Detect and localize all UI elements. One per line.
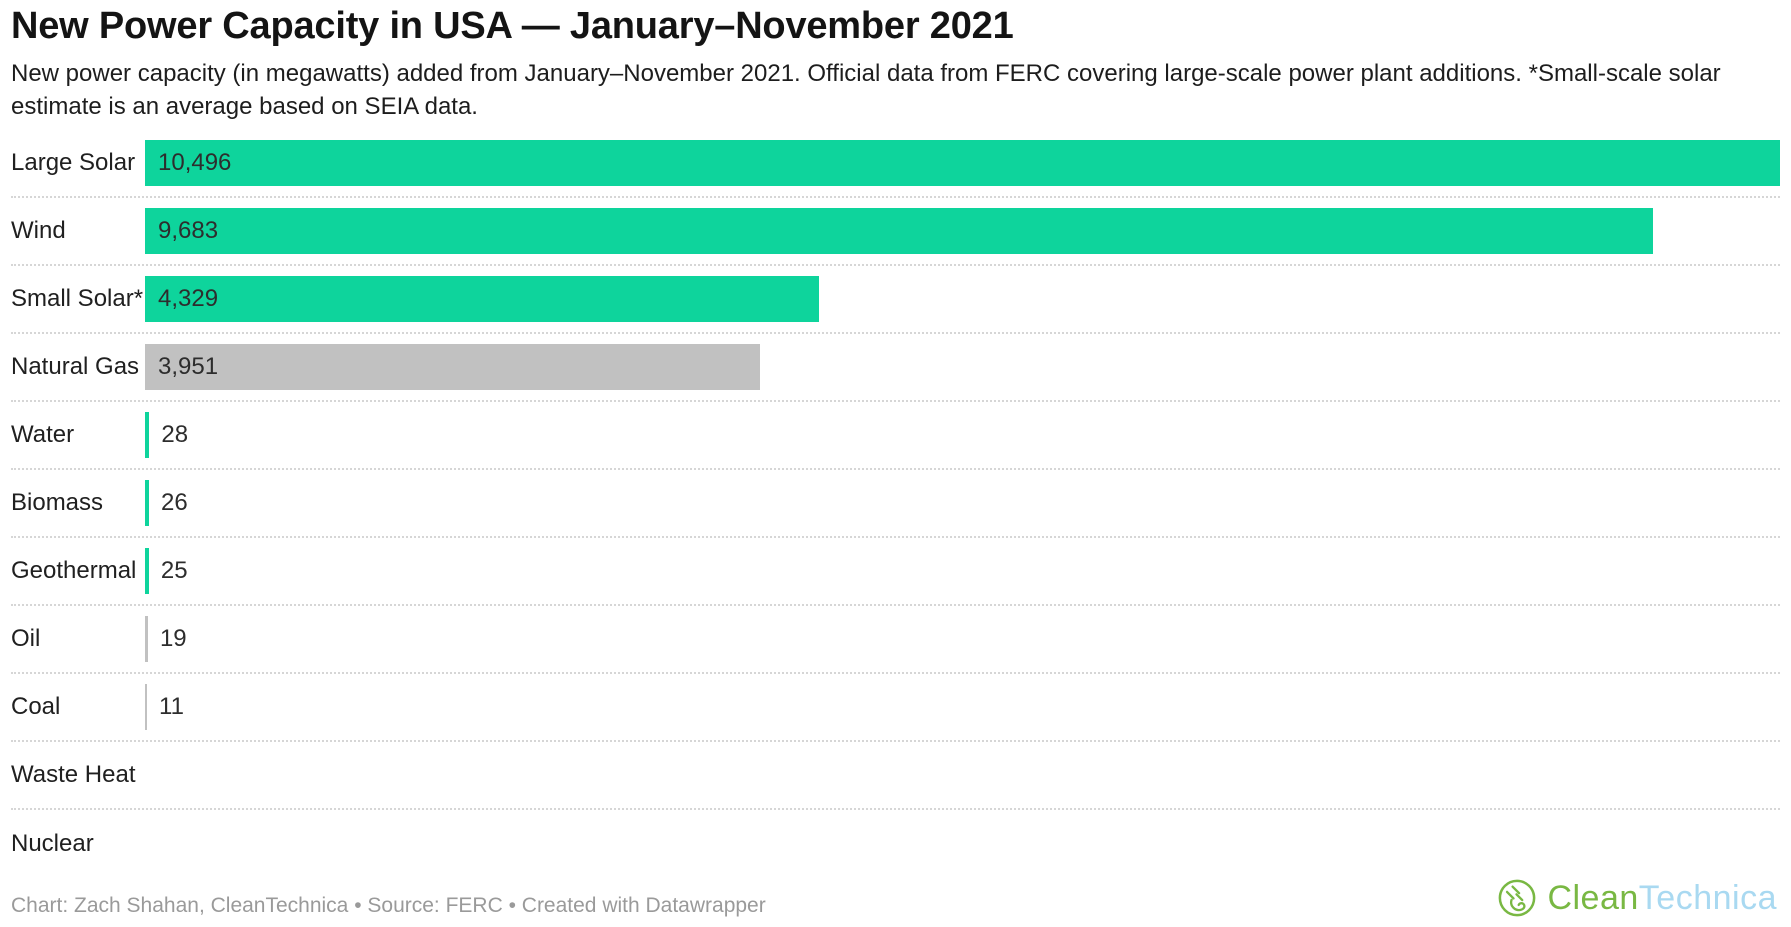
cleantechnica-plug-leaf-icon bbox=[1499, 879, 1536, 917]
bar-chart: Large Solar 10,496 Wind 9,683 Small Solar* 4,… bbox=[0, 130, 1791, 878]
bar-biomass bbox=[145, 480, 150, 526]
category-label-small-solar: Small Solar* bbox=[11, 285, 144, 312]
chart-row-natural-gas: Natural Gas 3,951 bbox=[11, 334, 1780, 402]
bar-geothermal bbox=[145, 548, 149, 594]
chart-row-nuclear: Nuclear bbox=[11, 810, 1780, 878]
chart-row-small-solar: Small Solar* 4,329 bbox=[11, 266, 1780, 334]
bar-track: 11 bbox=[145, 684, 1780, 730]
bar-wind bbox=[145, 208, 1654, 254]
value-label-wind: 9,683 bbox=[158, 217, 219, 244]
chart-row-oil: Oil 19 bbox=[11, 606, 1780, 674]
value-label-coal: 11 bbox=[159, 693, 184, 720]
bar-track: 4,329 bbox=[145, 276, 1780, 322]
bar-track: 28 bbox=[145, 412, 1780, 458]
category-label-large-solar: Large Solar bbox=[11, 149, 136, 176]
value-label-water: 28 bbox=[161, 421, 189, 448]
value-label-small-solar: 4,329 bbox=[158, 285, 219, 312]
category-label-natural-gas: Natural Gas bbox=[11, 353, 140, 380]
cleantechnica-logo: CleanTechnica bbox=[1496, 877, 1777, 927]
category-label-geothermal: Geothermal bbox=[11, 557, 137, 584]
bar-track: 10,496 bbox=[145, 140, 1780, 186]
bar-coal bbox=[145, 684, 147, 730]
chart-row-large-solar: Large Solar 10,496 bbox=[11, 130, 1780, 198]
category-label-waste-heat: Waste Heat bbox=[11, 761, 136, 788]
bar-small-solar bbox=[145, 276, 820, 322]
logo-technica-text: Technica bbox=[1638, 878, 1777, 917]
value-label-biomass: 26 bbox=[161, 489, 188, 516]
chart-row-geothermal: Geothermal 25 bbox=[11, 538, 1780, 606]
bar-track bbox=[145, 821, 1780, 867]
bar-water bbox=[145, 412, 150, 458]
value-label-geothermal: 25 bbox=[160, 557, 188, 584]
chart-footer: Chart: Zach Shahan, CleanTechnica • Sour… bbox=[11, 869, 1777, 927]
bar-track bbox=[145, 752, 1780, 798]
cleantechnica-wordmark: CleanTechnica bbox=[1547, 879, 1777, 918]
footer-byline: Chart: Zach Shahan, CleanTechnica • Sour… bbox=[11, 894, 766, 917]
category-label-oil: Oil bbox=[11, 625, 41, 652]
chart-description: New power capacity (in megawatts) added … bbox=[11, 60, 1721, 120]
bar-track: 25 bbox=[145, 548, 1780, 594]
bar-oil bbox=[145, 616, 148, 662]
bar-track: 19 bbox=[145, 616, 1780, 662]
bar-track: 3,951 bbox=[145, 344, 1780, 390]
bar-track: 26 bbox=[145, 480, 1780, 526]
category-label-nuclear: Nuclear bbox=[11, 830, 94, 857]
logo-clean-text: Clean bbox=[1547, 878, 1639, 917]
chart-row-water: Water 28 bbox=[11, 402, 1780, 470]
chart-row-biomass: Biomass 26 bbox=[11, 470, 1780, 538]
value-label-large-solar: 10,496 bbox=[158, 149, 232, 176]
chart-row-waste-heat: Waste Heat bbox=[11, 742, 1780, 810]
chart-row-coal: Coal 11 bbox=[11, 674, 1780, 742]
bar-track: 9,683 bbox=[145, 208, 1780, 254]
bar-natural-gas bbox=[145, 344, 761, 390]
chart-row-wind: Wind 9,683 bbox=[11, 198, 1780, 266]
category-label-wind: Wind bbox=[11, 217, 66, 244]
category-label-biomass: Biomass bbox=[11, 489, 104, 516]
value-label-natural-gas: 3,951 bbox=[158, 353, 219, 380]
chart-title: New Power Capacity in USA — January–Nove… bbox=[11, 5, 1014, 47]
category-label-coal: Coal bbox=[11, 693, 61, 720]
bar-large-solar bbox=[145, 140, 1780, 186]
category-label-water: Water bbox=[11, 421, 75, 448]
value-label-oil: 19 bbox=[159, 625, 187, 652]
